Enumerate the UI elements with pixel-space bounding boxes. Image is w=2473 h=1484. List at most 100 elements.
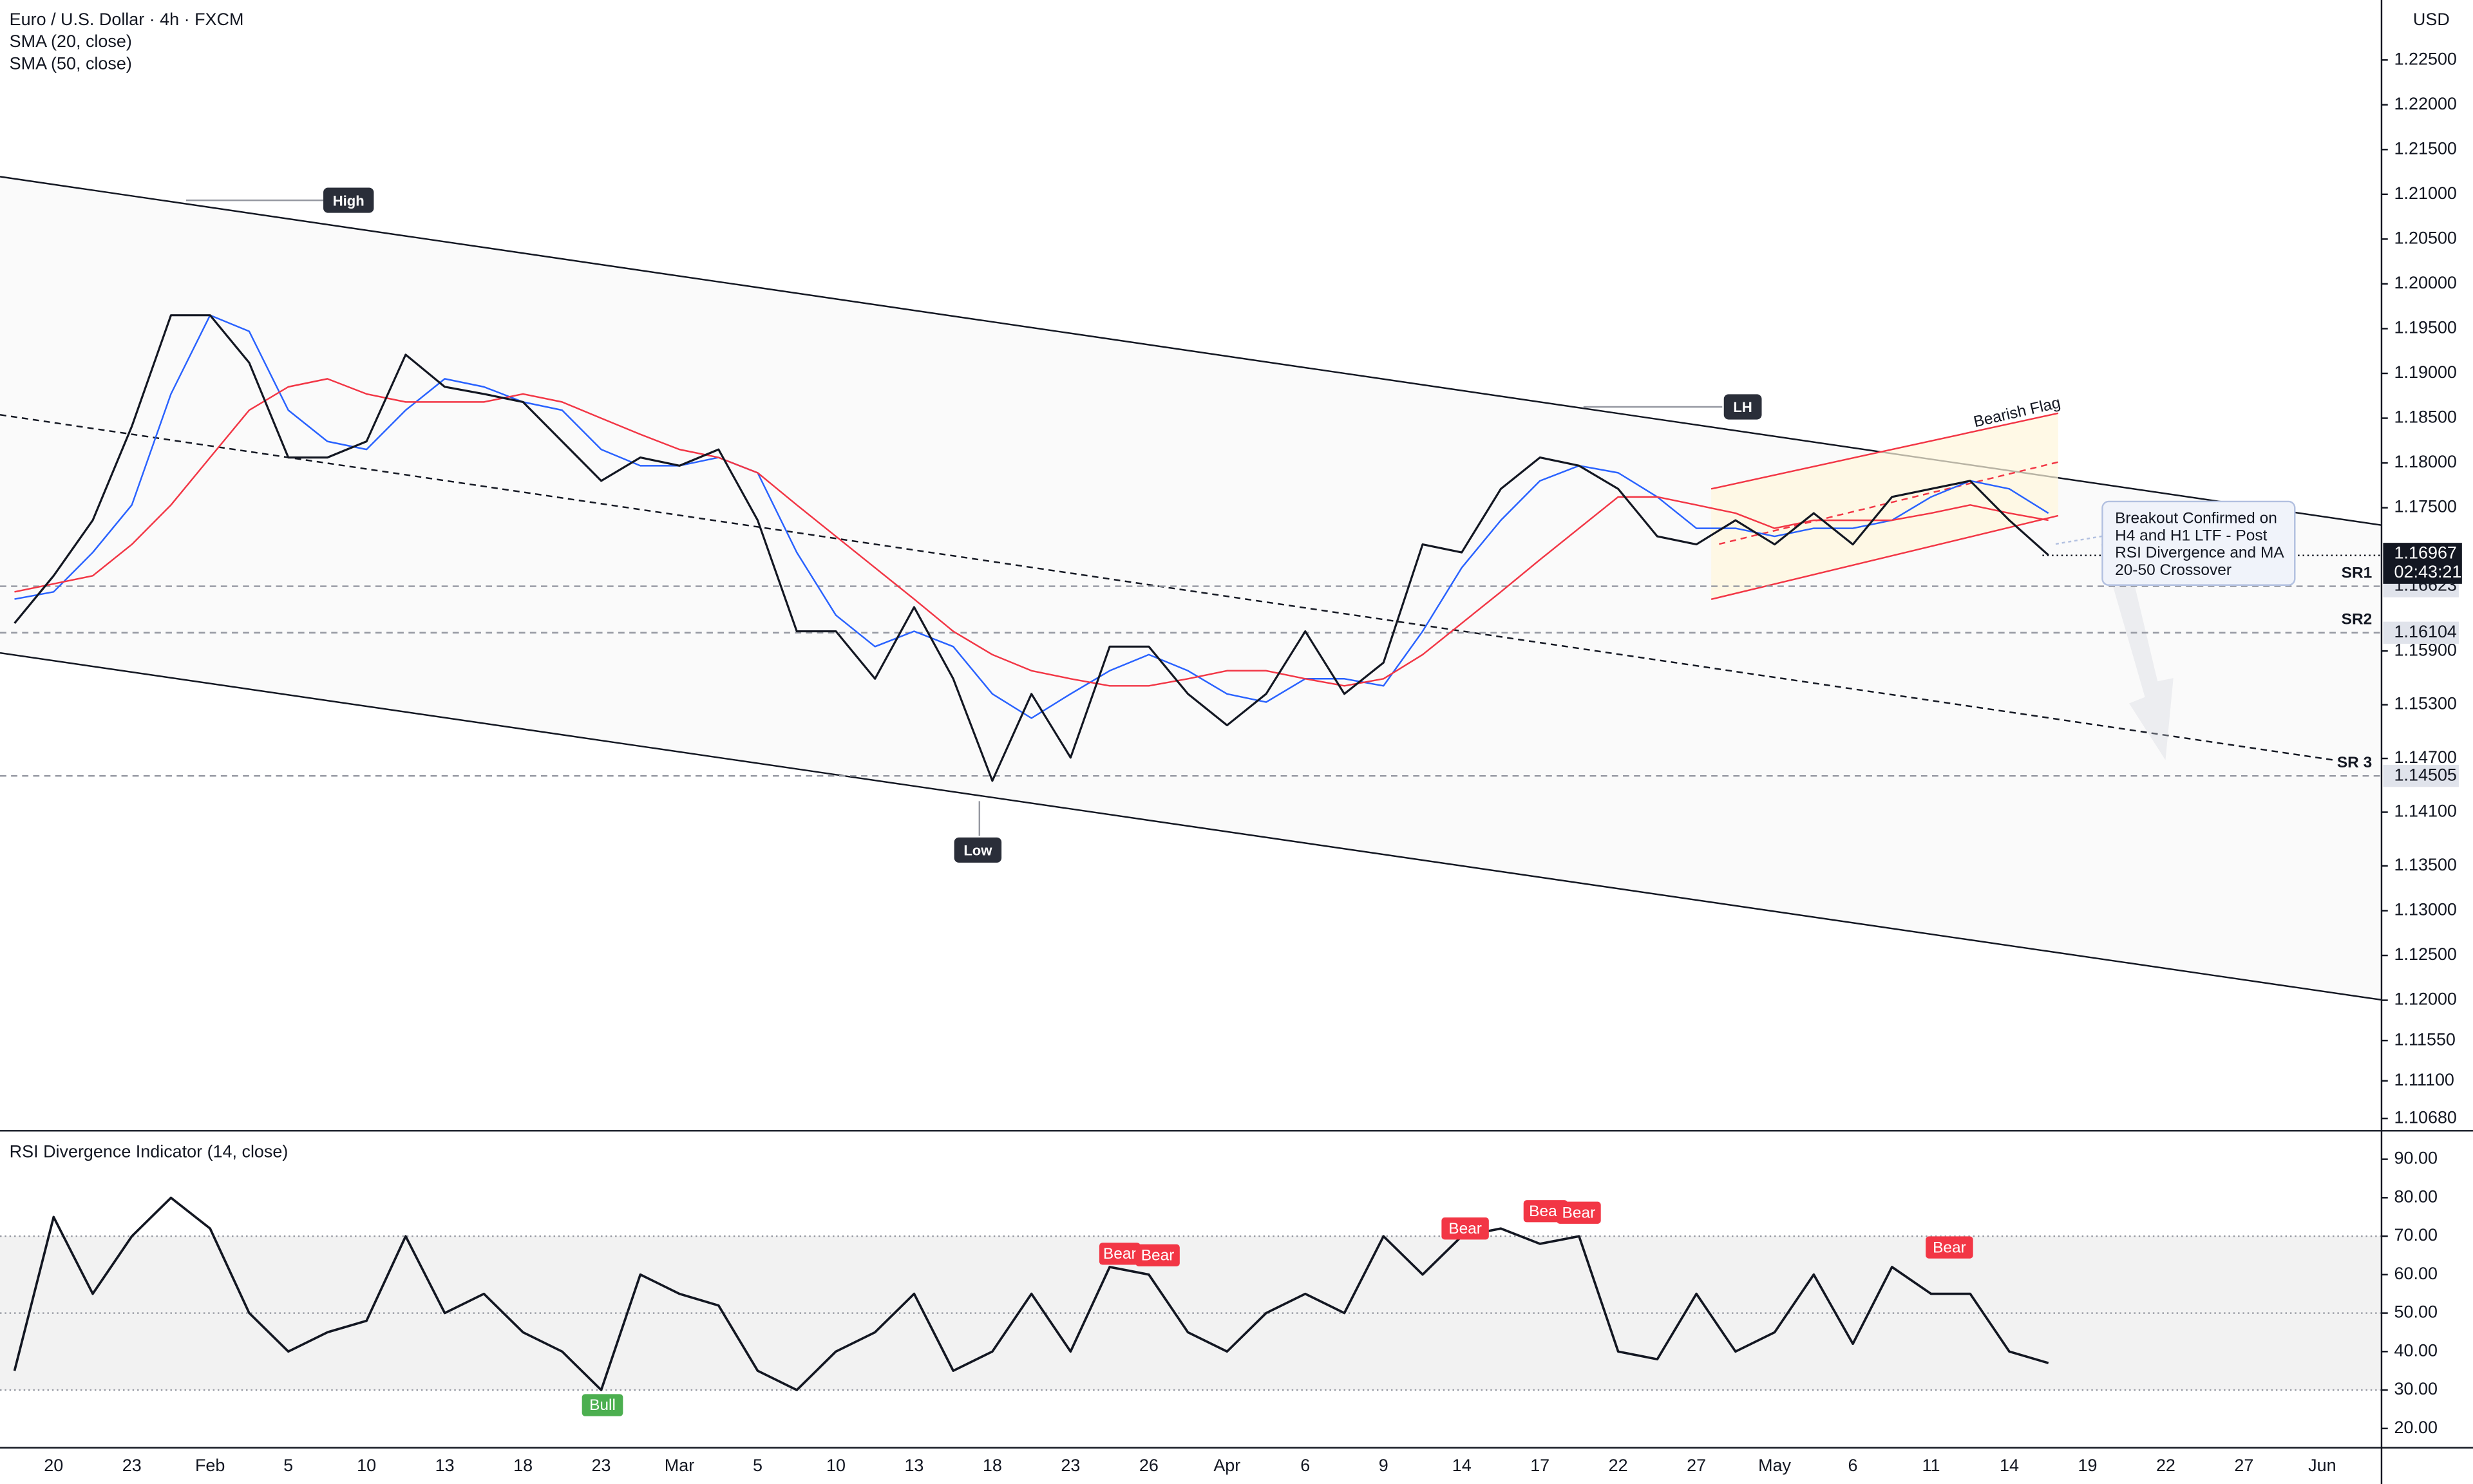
rsi-band <box>0 1236 2382 1391</box>
flag-mid <box>1719 461 2059 545</box>
y-tick-label: 1.19500 <box>2394 318 2457 337</box>
x-tick-label: 20 <box>44 1456 63 1475</box>
x-tick-label: Mar <box>665 1456 694 1475</box>
x-tick-label: 14 <box>2000 1456 2019 1475</box>
x-tick-label: 10 <box>357 1456 376 1475</box>
x-tick-label: 26 <box>1139 1456 1159 1475</box>
x-tick-label: 14 <box>1452 1456 1472 1475</box>
y-tick-label: 1.12000 <box>2394 990 2457 1009</box>
x-tick-label: 10 <box>826 1456 846 1475</box>
y-tick-label: 70.00 <box>2394 1225 2438 1244</box>
signal-label: Bull <box>589 1396 616 1414</box>
signal-box <box>1099 1243 1141 1265</box>
low-label: Low <box>963 843 992 859</box>
legend-entry: SMA (20, close) <box>10 32 132 51</box>
channel-fill <box>0 176 2382 1000</box>
x-tick-label: 6 <box>1300 1456 1310 1475</box>
note-line: Breakout Confirmed on <box>2115 509 2277 527</box>
signal-label: Bear <box>1141 1247 1175 1264</box>
x-tick-label: 5 <box>283 1456 293 1475</box>
note-pointer <box>2054 535 2103 545</box>
y-tick-label: 1.14700 <box>2394 747 2457 767</box>
lh-box <box>1723 394 1762 420</box>
y-tick-label: 1.21000 <box>2394 183 2457 203</box>
signal-box <box>1135 1244 1180 1266</box>
y-tick-label: 1.18000 <box>2394 452 2457 471</box>
level-price: 1.14505 <box>2394 765 2457 784</box>
x-tick-label: 17 <box>1530 1456 1549 1475</box>
y-tick-label: 1.14100 <box>2394 802 2457 821</box>
y-tick-label: 20.00 <box>2394 1418 2438 1437</box>
last-price: 1.16967 <box>2394 543 2457 562</box>
note-line: H4 and H1 LTF - Post <box>2115 527 2267 544</box>
y-tick-label: 1.18500 <box>2394 408 2457 427</box>
y-tick-label: 1.22500 <box>2394 49 2457 68</box>
level-box <box>2383 765 2459 787</box>
y-tick-label: 1.11100 <box>2394 1070 2454 1089</box>
x-tick-label: 13 <box>435 1456 455 1475</box>
signal-box <box>1557 1201 1601 1224</box>
signal-label: Bear <box>1103 1245 1137 1263</box>
y-tick-label: 1.20000 <box>2394 273 2457 292</box>
y-tick-label: 1.22000 <box>2394 94 2457 113</box>
y-tick-label: 1.17500 <box>2394 497 2457 516</box>
flag-upper <box>1710 412 2059 490</box>
x-tick-label: 23 <box>122 1456 142 1475</box>
x-tick-label: 11 <box>1922 1456 1940 1475</box>
lh-label: LH <box>1733 399 1752 415</box>
x-tick-label: 19 <box>2078 1456 2097 1475</box>
currency: USD <box>2413 10 2450 29</box>
x-tick-label: 18 <box>983 1456 1002 1475</box>
level-name: SR 3 <box>2337 754 2372 771</box>
y-tick-label: 1.15300 <box>2394 694 2457 713</box>
low-box <box>954 837 1002 863</box>
x-tick-label: 22 <box>1609 1456 1628 1475</box>
level-name: SR1 <box>2342 564 2373 581</box>
x-tick-label: 23 <box>1061 1456 1080 1475</box>
x-tick-label: 27 <box>1687 1456 1706 1475</box>
indicator-title: RSI Divergence Indicator (14, close) <box>10 1142 289 1161</box>
note-line: RSI Divergence and MA <box>2115 544 2284 561</box>
x-tick-label: 9 <box>1379 1456 1388 1475</box>
drawings <box>0 176 2382 1001</box>
series-line <box>14 314 2049 782</box>
signal-box <box>582 1394 623 1416</box>
x-tick-label: 13 <box>904 1456 924 1475</box>
last-price-box <box>2383 543 2462 584</box>
projection-arrow <box>2101 536 2174 760</box>
signal-box <box>1926 1236 1973 1259</box>
high-box <box>323 187 374 213</box>
y-tick-label: 1.19000 <box>2394 362 2457 382</box>
signal-box <box>1441 1217 1489 1240</box>
x-tick-label: Feb <box>195 1456 225 1475</box>
note-line: 20-50 Crossover <box>2115 561 2231 579</box>
x-tick-label: 22 <box>2156 1456 2175 1475</box>
level-name: SR2 <box>2342 611 2373 628</box>
y-tick-label: 40.00 <box>2394 1340 2438 1360</box>
y-tick-label: 90.00 <box>2394 1149 2438 1168</box>
x-tick-label: 27 <box>2234 1456 2253 1475</box>
y-tick-label: 1.13500 <box>2394 855 2457 874</box>
y-tick-label: 60.00 <box>2394 1264 2438 1283</box>
signal-label: Bear <box>1562 1204 1596 1221</box>
y-tick-label: 50.00 <box>2394 1302 2438 1322</box>
note-box <box>2101 500 2296 586</box>
countdown: 02:43:21 <box>2394 562 2462 581</box>
y-tick-label: 80.00 <box>2394 1187 2438 1206</box>
flag-lower <box>1710 514 2059 601</box>
legend-entry: SMA (50, close) <box>10 54 132 73</box>
x-tick-label: Apr <box>1213 1456 1240 1475</box>
level-box <box>2383 621 2459 644</box>
marks: SR1 SR2 SR 3 <box>0 314 2382 1391</box>
channel-mid <box>0 414 2335 761</box>
y-tick-label: 1.21500 <box>2394 138 2457 158</box>
labels: High LH Low Bearish Flag Breakout Confir… <box>10 10 2450 1416</box>
signal-label: Bear <box>1448 1220 1482 1237</box>
x-tick-label: 18 <box>513 1456 533 1475</box>
x-tick-label: 6 <box>1848 1456 1858 1475</box>
x-tick-label: May <box>1758 1456 1791 1475</box>
x-tick-label: 23 <box>592 1456 611 1475</box>
y-tick-label: 1.12500 <box>2394 944 2457 964</box>
series-line <box>14 378 2049 687</box>
y-tick-label: 1.13000 <box>2394 900 2457 919</box>
